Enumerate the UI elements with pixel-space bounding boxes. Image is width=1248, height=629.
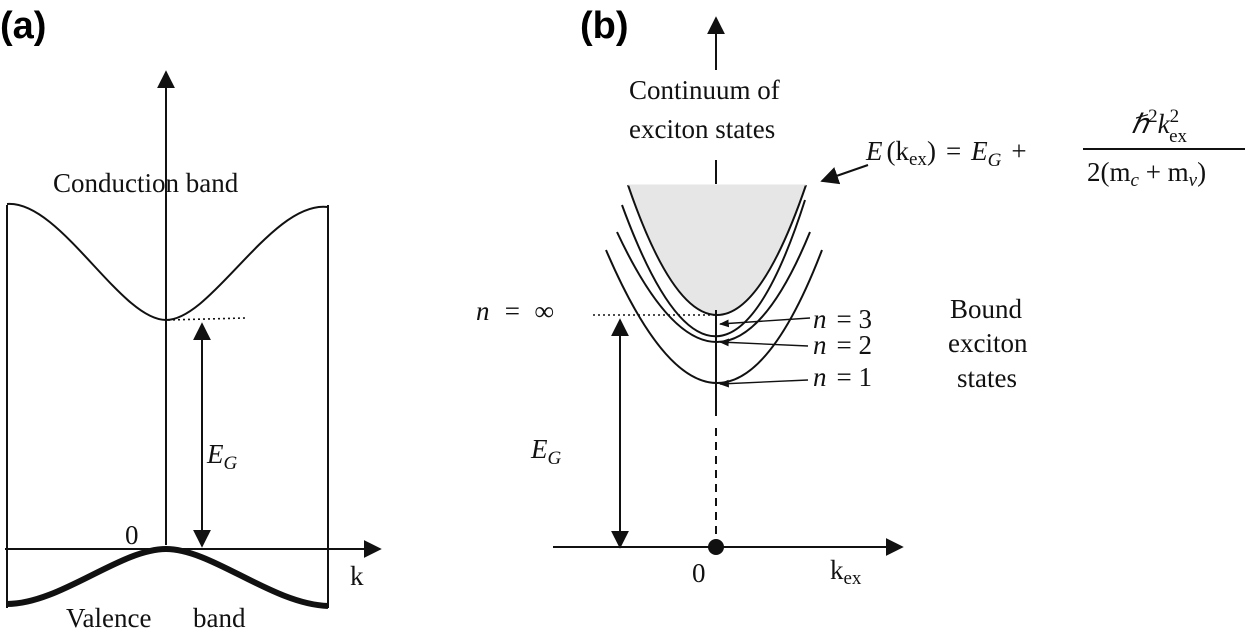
eq-lhs-open: (k bbox=[887, 136, 910, 166]
continuum-label-line2: exciton states bbox=[629, 114, 775, 144]
valence-word-label: Valence bbox=[66, 603, 151, 629]
conduction-band-label: Conduction band bbox=[53, 168, 239, 198]
level-n1-label: n = 1 bbox=[813, 362, 872, 392]
eq-plus: + bbox=[1011, 136, 1026, 166]
conduction-band-curve bbox=[7, 204, 328, 320]
k-axis-b-k: k bbox=[830, 555, 844, 585]
eq-equals: = bbox=[946, 136, 961, 166]
equation-pointer bbox=[822, 165, 868, 181]
level-n2-label: n = 2 bbox=[813, 330, 872, 360]
bound-label-line3: states bbox=[957, 363, 1017, 393]
level-n2-value: = 2 bbox=[837, 330, 872, 360]
panel-a: (a) Conduction band 0 k Valence band EG bbox=[0, 5, 380, 629]
panel-a-label: (a) bbox=[0, 5, 46, 47]
eq-den-plus: + m bbox=[1139, 157, 1189, 187]
eq-den-close: ) bbox=[1197, 157, 1206, 187]
n-infinity-label: n = ∞ bbox=[476, 296, 554, 326]
bound-label-line2: exciton bbox=[948, 328, 1028, 358]
bound-label-line1: Bound bbox=[950, 294, 1023, 324]
band-gap-label-b: EG bbox=[530, 434, 562, 469]
eq-lhs-close: ) bbox=[927, 136, 936, 166]
gap-subscript-a: G bbox=[224, 453, 238, 474]
band-gap-label-a: EG bbox=[206, 439, 238, 474]
cbm-dotted-line bbox=[168, 318, 245, 320]
pointer-n3 bbox=[720, 318, 810, 324]
level-n1-value: = 1 bbox=[837, 362, 872, 392]
gap-subscript-b: G bbox=[548, 448, 562, 469]
valence-band-curve bbox=[7, 549, 328, 606]
origin-dot bbox=[708, 539, 724, 555]
pointer-n2 bbox=[720, 342, 808, 346]
gap-symbol-a: E bbox=[206, 439, 224, 469]
origin-label-a: 0 bbox=[125, 520, 139, 550]
eq-num-k-sup: 2 bbox=[1170, 106, 1180, 127]
eq-lhs-E: E bbox=[865, 136, 883, 166]
equation-numerator: ℏ2k2 ex bbox=[1131, 106, 1188, 147]
level-n2-n: n bbox=[813, 330, 827, 360]
band-word-label: band bbox=[193, 603, 246, 629]
k-axis-b-sub: ex bbox=[844, 568, 862, 589]
panel-b: (b) Continuum of exciton states n = bbox=[476, 5, 1245, 589]
k-axis-label-a: k bbox=[350, 561, 364, 591]
continuum-label-line1: Continuum of bbox=[629, 75, 780, 105]
level-n1-n: n bbox=[813, 362, 827, 392]
eq-hbar-sup: 2 bbox=[1148, 106, 1158, 127]
dispersion-equation: E (kex) = EG + ℏ2k2 ex 2(mc + mv) bbox=[865, 106, 1245, 191]
equation-lhs: E (kex) = EG + bbox=[865, 136, 1027, 171]
panel-b-label: (b) bbox=[580, 5, 629, 47]
eq-EG-sub: G bbox=[988, 150, 1002, 171]
eq-EG: E bbox=[970, 136, 988, 166]
eq-lhs-sub: ex bbox=[909, 149, 927, 170]
origin-label-b: 0 bbox=[692, 558, 706, 588]
eq-num-k-sub: ex bbox=[1169, 126, 1187, 147]
gap-symbol-b: E bbox=[530, 434, 548, 464]
k-axis-label-b: kex bbox=[830, 555, 862, 589]
eq-den-open: 2(m bbox=[1087, 157, 1131, 187]
equation-denominator: 2(mc + mv) bbox=[1087, 157, 1206, 191]
